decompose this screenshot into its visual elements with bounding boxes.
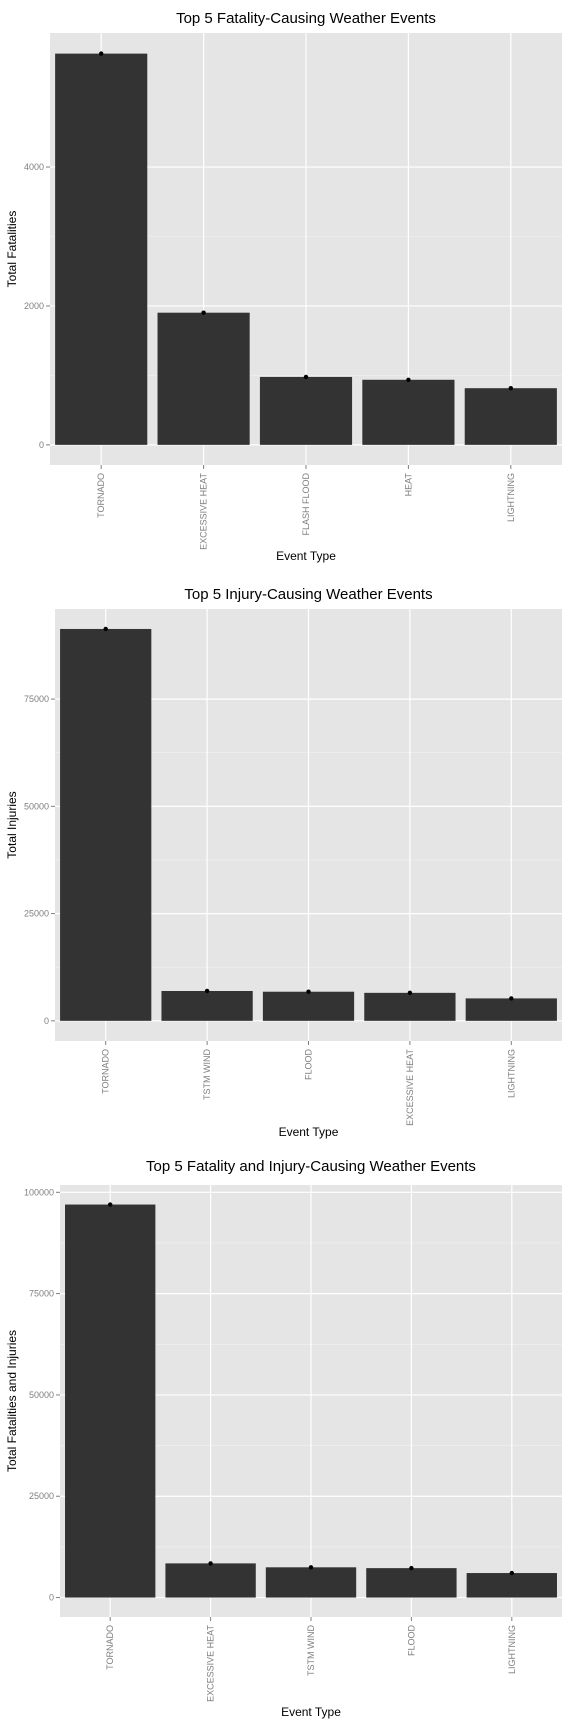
bar-excessive-heat (165, 1563, 256, 1598)
bar-lightning (464, 388, 557, 445)
data-point (208, 1561, 213, 1566)
bar-lightning (465, 998, 557, 1021)
y-tick-label: 0 (39, 440, 44, 450)
x-axis-label: Event Type (276, 549, 336, 563)
y-tick-label: 50000 (24, 801, 49, 811)
data-point (108, 1202, 113, 1207)
y-axis-label: Total Fatalities (5, 211, 19, 288)
y-tick-label: 4000 (24, 162, 44, 172)
chart-2: 0 25000 50000 75000 TORNADO TSTM WIND FLOOD EXC… (5, 586, 562, 1139)
x-tick-label: EXCESSIVE HEAT (206, 1625, 216, 1702)
chart-3: 0 25000 50000 75000 100000 TORNADO EXCESSIVE H… (5, 1158, 562, 1719)
bar-heat (362, 379, 455, 445)
x-tick-label: EXCESSIVE HEAT (405, 1049, 415, 1126)
y-tick-label: 50000 (29, 1390, 54, 1400)
x-axis-label: Event Type (279, 1125, 339, 1139)
data-point (409, 1565, 414, 1571)
x-axis-label: Event Type (281, 1705, 341, 1719)
bar-excessive-heat (364, 992, 456, 1021)
y-tick-label: 75000 (29, 1289, 54, 1299)
data-point (201, 310, 206, 315)
data-point (406, 377, 411, 382)
bar-lightning (466, 1573, 557, 1598)
x-tick-label: LIGHTNING (507, 1625, 517, 1674)
bar-tstm-wind (161, 990, 253, 1021)
y-axis-label: Total Injuries (5, 791, 19, 858)
bar-flood (262, 991, 355, 1021)
bar-tornado (65, 1204, 156, 1598)
x-tick-label: FLOOD (406, 1625, 416, 1657)
x-tick-label: TSTM WIND (202, 1049, 212, 1100)
y-tick-label: 75000 (24, 694, 49, 704)
y-tick-label: 2000 (24, 301, 44, 311)
data-point (303, 374, 309, 380)
x-tick-label: LIGHTNING (506, 473, 516, 522)
x-tick-label: TSTM WIND (306, 1625, 316, 1676)
data-point (204, 988, 210, 994)
x-tick-label: LIGHTNING (506, 1049, 516, 1098)
x-tick-label: FLOOD (304, 1049, 314, 1081)
x-tick-label: TORNADO (96, 473, 106, 518)
data-point (99, 51, 104, 56)
y-axis-label: Total Fatalities and Injuries (5, 1330, 19, 1472)
chart-title: Top 5 Injury-Causing Weather Events (184, 586, 432, 603)
bar-flood (366, 1568, 457, 1598)
chart-1: 0 2000 4000 TORNADO EXCESSIVE HEAT FLASH FLOO… (5, 10, 562, 563)
bar-tornado (60, 628, 152, 1021)
data-point (103, 626, 108, 632)
y-tick-label: 0 (49, 1593, 54, 1603)
chart-title: Top 5 Fatality-Causing Weather Events (176, 10, 436, 27)
y-tick-label: 25000 (29, 1491, 54, 1501)
x-tick-label: TORNADO (101, 1049, 111, 1094)
data-point (407, 990, 413, 996)
x-tick-label: EXCESSIVE HEAT (199, 473, 209, 550)
y-tick-label: 25000 (24, 909, 49, 919)
y-tick-label: 0 (44, 1016, 49, 1026)
data-point (306, 989, 311, 994)
bar-tstm-wind (265, 1567, 357, 1598)
data-point (509, 1570, 514, 1576)
y-tick-label: 100000 (24, 1187, 54, 1197)
x-tick-label: TORNADO (105, 1625, 115, 1670)
bar-excessive-heat (157, 312, 250, 445)
bar-flash-flood (259, 376, 353, 445)
chart-title: Top 5 Fatality and Injury-Causing Weathe… (146, 1158, 476, 1175)
bar-tornado (55, 53, 148, 445)
data-point (509, 996, 514, 1001)
data-point (508, 385, 513, 391)
x-tick-label: HEAT (403, 473, 413, 497)
data-point (308, 1565, 314, 1570)
x-tick-label: FLASH FLOOD (301, 473, 311, 536)
